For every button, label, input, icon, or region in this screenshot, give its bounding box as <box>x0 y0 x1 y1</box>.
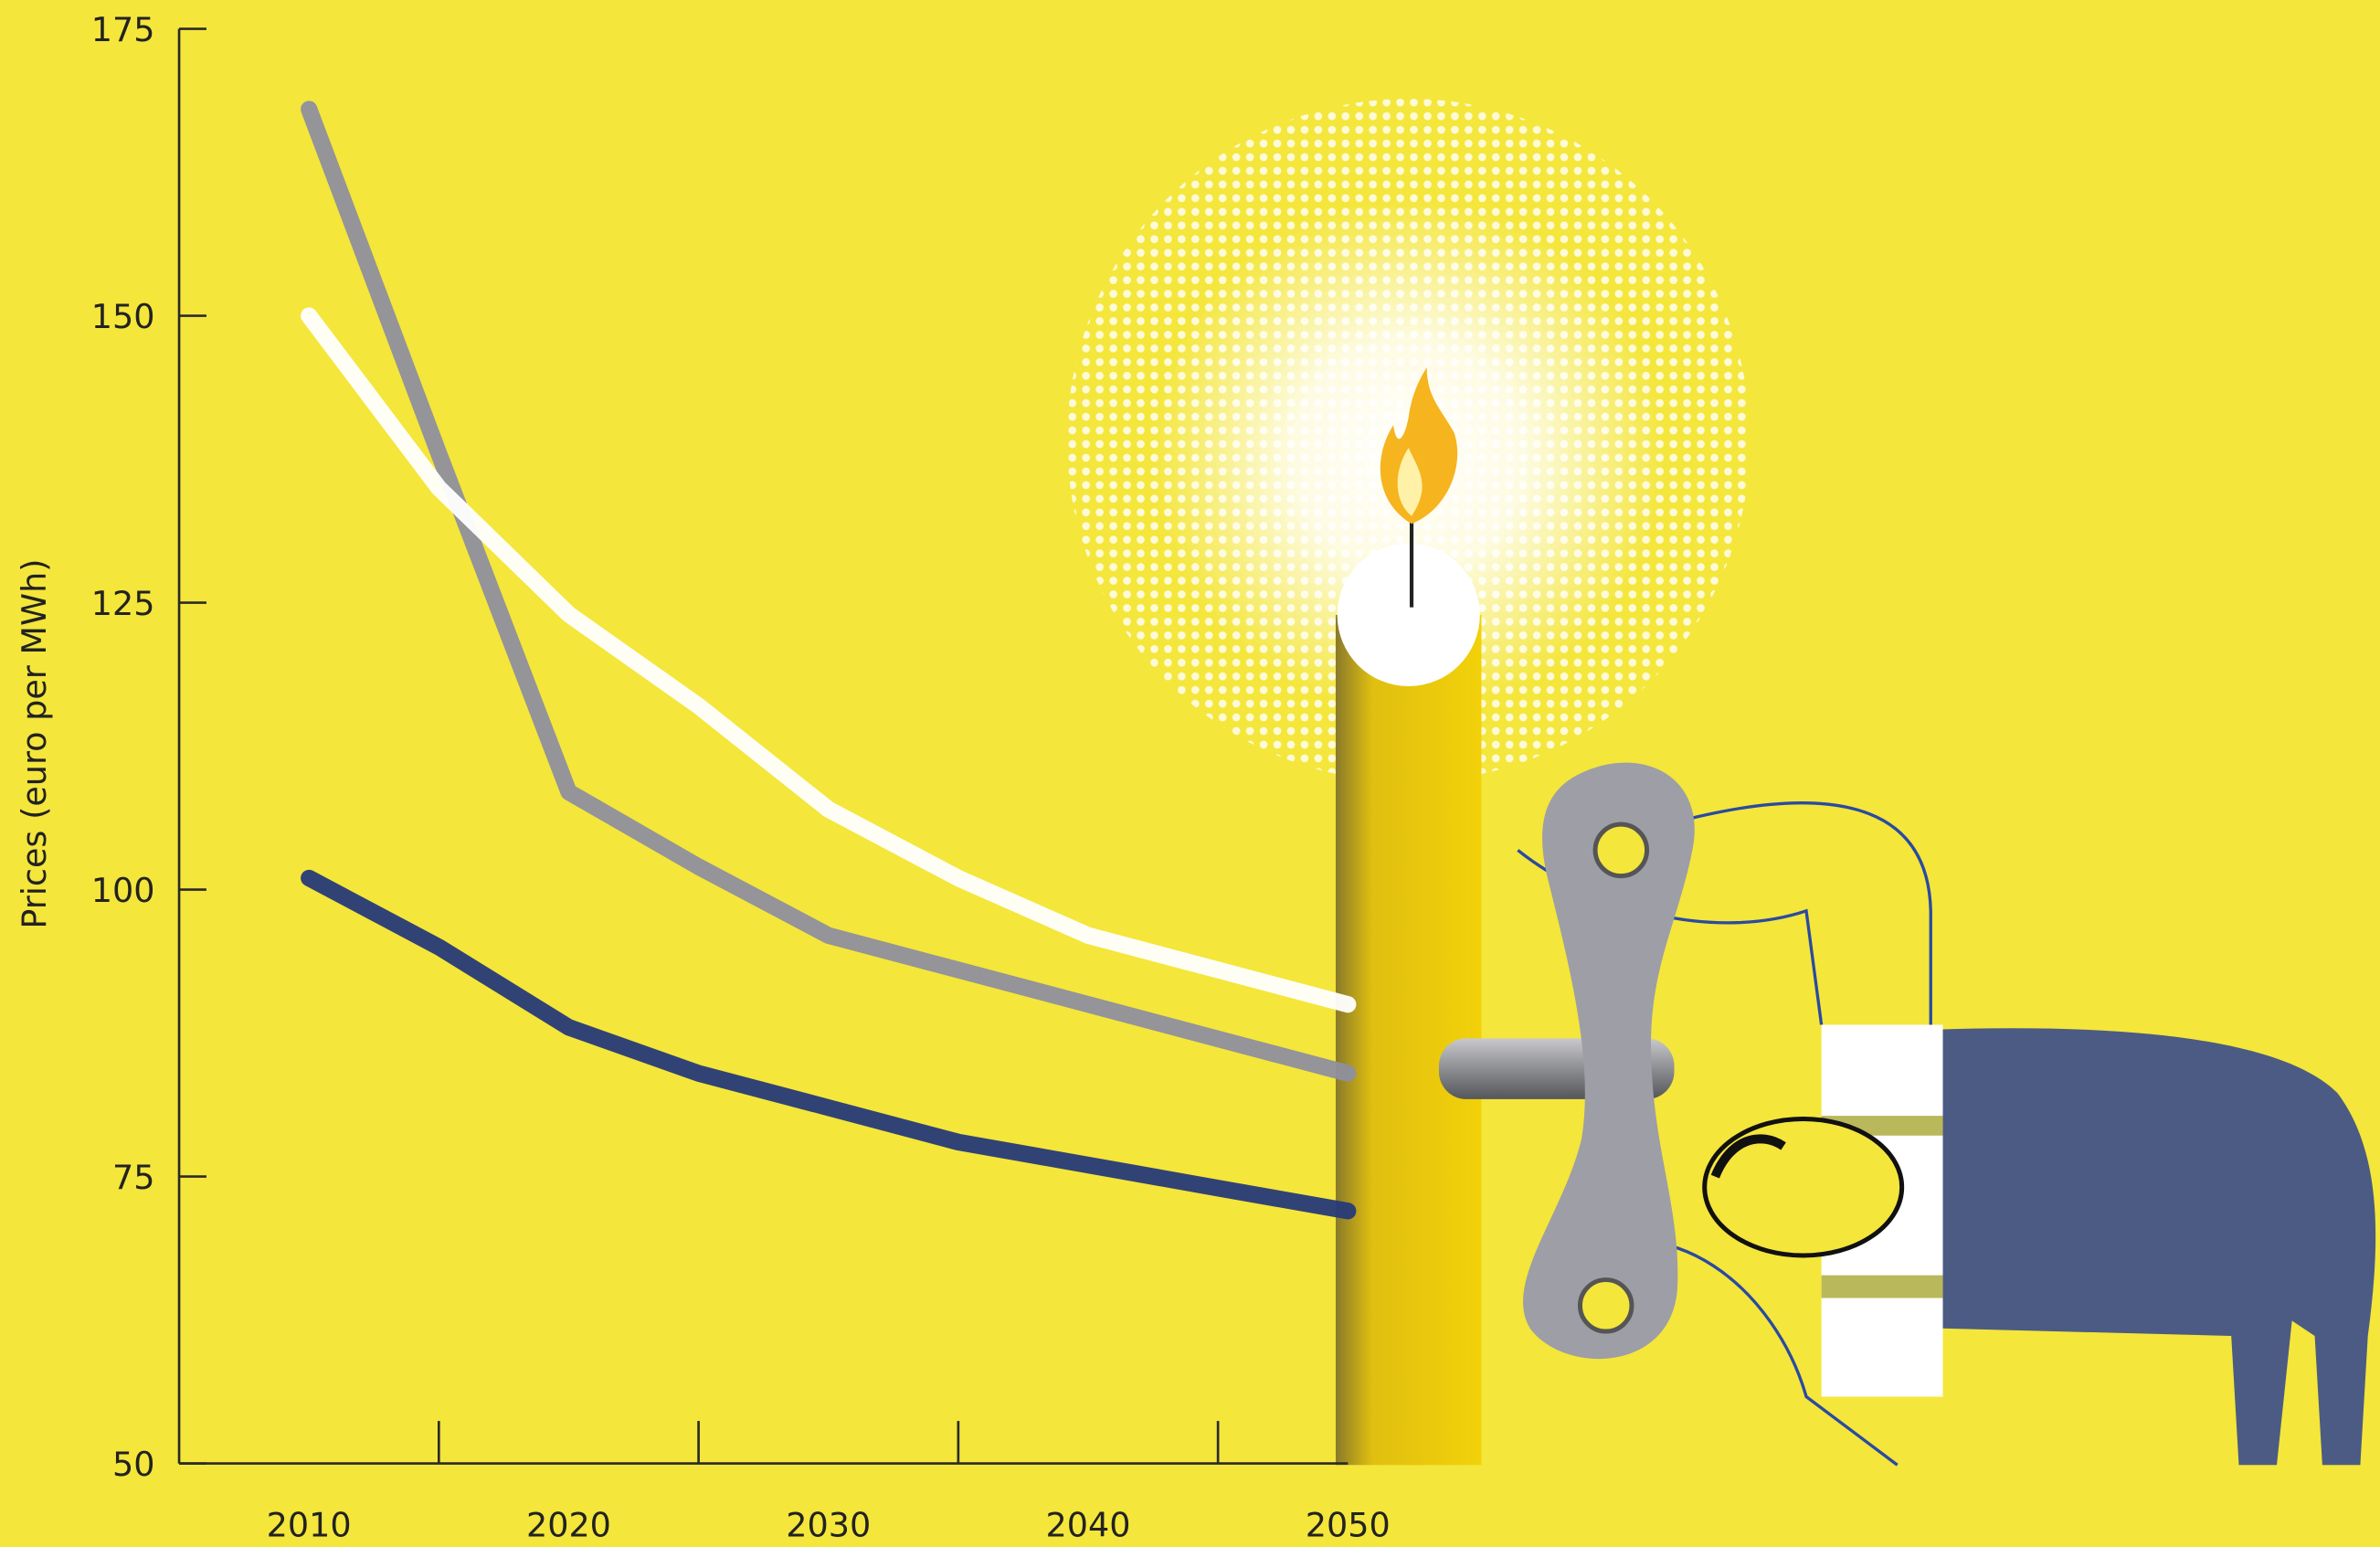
plot: 50 75 100 125 150 175 2010 2020 2030 2040 2050 <box>91 10 1391 1544</box>
x-tick-label: 2040 <box>1046 1505 1131 1544</box>
y-tick-label: 100 <box>91 871 155 910</box>
x-tick-label: 2020 <box>526 1505 611 1544</box>
series-line <box>301 101 1357 1082</box>
flame-core <box>1397 448 1423 516</box>
head <box>1702 1116 1905 1258</box>
candle <box>1335 614 1482 1466</box>
x-tick-label: 2050 <box>1306 1505 1391 1544</box>
x-tick-label: 2010 <box>267 1505 352 1544</box>
y-tick-label: 175 <box>91 10 155 49</box>
x-tick-label: 2030 <box>786 1505 871 1544</box>
candle-top <box>1337 543 1480 686</box>
series-line <box>301 869 1357 1220</box>
hair <box>1710 1134 1786 1179</box>
key-hole <box>1592 821 1650 879</box>
y-tick-label: 150 <box>91 297 155 336</box>
series-line <box>301 307 1357 1013</box>
y-tick-label: 75 <box>112 1158 154 1197</box>
key-hole <box>1577 1277 1634 1334</box>
illustration <box>1066 99 2376 1467</box>
body <box>1942 1028 2376 1466</box>
key-wing <box>1523 762 1695 1360</box>
y-tick-label: 125 <box>91 584 155 623</box>
y-axis-label: Prices (euro per MWh) <box>15 559 54 929</box>
y-tick-label: 50 <box>112 1445 154 1484</box>
